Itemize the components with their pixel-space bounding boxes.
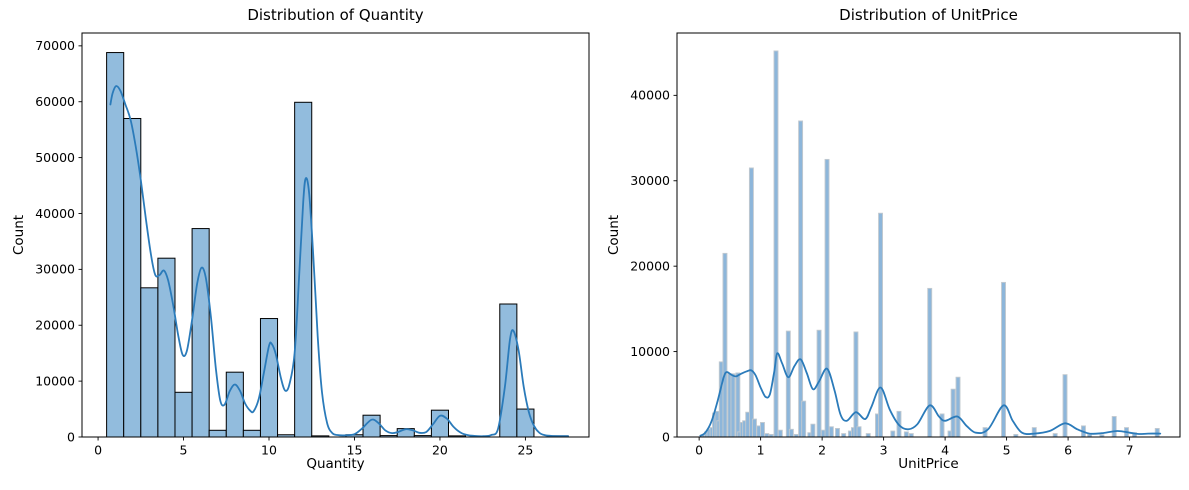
histogram-bar	[773, 50, 779, 438]
x-tick-label: 2	[818, 443, 826, 458]
histogram-bar	[242, 429, 261, 438]
quantity-x-axis-label: Quantity	[306, 456, 365, 472]
histogram-bar	[1062, 374, 1068, 438]
unitprice-chart-title: Distribution of UnitPrice	[839, 6, 1018, 24]
histogram-bar	[1001, 281, 1006, 438]
histogram-bar	[191, 228, 210, 438]
histogram-bar	[878, 212, 883, 438]
x-tick-label: 0	[695, 443, 703, 458]
x-tick-label: 7	[1126, 443, 1134, 458]
histogram-bar	[174, 391, 193, 438]
x-tick-label: 0	[94, 443, 102, 458]
histogram-bar	[730, 373, 736, 438]
histogram-bar	[890, 430, 896, 438]
histogram-bar	[499, 303, 518, 438]
histogram-bar	[1052, 433, 1058, 438]
histogram-bar	[788, 428, 794, 438]
x-tick-label: 1	[757, 443, 765, 458]
x-tick-label: 5	[1003, 443, 1011, 458]
y-tick-label: 60000	[35, 94, 75, 109]
histogram-bar	[824, 158, 830, 438]
y-tick-label: 70000	[35, 38, 75, 53]
x-axis: 0 5 10 15 20 25	[94, 437, 533, 458]
y-tick-label: 20000	[630, 258, 670, 273]
histogram-bar	[798, 120, 804, 438]
histogram-bar	[225, 371, 244, 438]
unitprice-chart: Distribution of UnitPrice Count UnitPric…	[595, 0, 1189, 490]
histogram-bar	[140, 287, 159, 438]
histogram-bar	[208, 429, 227, 438]
x-axis: 0 1 2 3 4 5 6 7	[695, 437, 1134, 458]
histogram-bar	[735, 372, 741, 438]
histogram-bar	[777, 429, 783, 438]
histogram-bar	[810, 423, 816, 438]
y-tick-label: 10000	[35, 373, 75, 388]
histogram-bar	[856, 426, 862, 438]
histogram-bar	[903, 431, 909, 438]
histogram-bars	[106, 52, 569, 438]
axes-frame	[676, 32, 1181, 438]
histogram-bar	[785, 330, 791, 438]
y-tick-label: 40000	[630, 88, 670, 103]
x-tick-label: 15	[347, 443, 363, 458]
y-tick-label: 50000	[35, 150, 75, 165]
histogram-bar	[828, 426, 834, 438]
quantity-chart: Distribution of Quantity Count Quantity …	[0, 0, 594, 490]
y-tick-label: 0	[67, 429, 75, 444]
histogram-bar	[106, 52, 125, 438]
x-tick-label: 10	[261, 443, 277, 458]
quantity-chart-title: Distribution of Quantity	[247, 6, 424, 24]
y-tick-label: 20000	[35, 318, 75, 333]
histogram-bar	[865, 433, 871, 438]
histogram-bars	[701, 50, 1160, 438]
quantity-y-axis-label: Count	[11, 214, 27, 256]
histogram-bar	[841, 433, 847, 438]
histogram-bar	[294, 101, 313, 438]
histogram-bar	[752, 418, 757, 438]
histogram-bar	[760, 422, 765, 438]
x-tick-label: 25	[517, 443, 533, 458]
histogram-bar	[955, 376, 961, 438]
y-axis: 0 10000 20000 30000 40000 50000 60000 70000	[35, 38, 82, 444]
histogram-bar	[853, 331, 859, 438]
histogram-bar	[157, 257, 176, 438]
histogram-bar	[1031, 427, 1037, 438]
histogram-bar	[516, 408, 535, 438]
y-axis: 0 10000 20000 30000 40000	[630, 88, 677, 444]
unitprice-plot-area: 0 1 2 3 4 5 6 7 0 10000 20000 30000 40000	[630, 32, 1181, 458]
x-tick-label: 4	[941, 443, 949, 458]
x-tick-label: 6	[1064, 443, 1072, 458]
y-tick-label: 30000	[35, 262, 75, 277]
histogram-bar	[908, 433, 914, 438]
x-tick-label: 3	[880, 443, 888, 458]
histogram-bar	[764, 433, 770, 438]
histogram-bar	[801, 400, 807, 438]
kde-curve	[109, 85, 569, 438]
y-tick-label: 0	[662, 429, 670, 444]
y-tick-label: 10000	[630, 344, 670, 359]
histogram-bar	[722, 252, 728, 438]
histogram-bar	[748, 167, 754, 438]
unitprice-x-axis-label: UnitPrice	[898, 456, 959, 472]
x-tick-label: 5	[180, 443, 188, 458]
histogram-bar	[835, 428, 840, 438]
unitprice-y-axis-label: Count	[606, 214, 622, 256]
x-tick-label: 20	[432, 443, 448, 458]
y-tick-label: 30000	[630, 173, 670, 188]
histogram-bar	[950, 388, 956, 438]
quantity-plot-area: 0 5 10 15 20 25 0 10000 20000 30000 40000 50000 6000…	[35, 32, 590, 458]
histogram-bar	[927, 287, 933, 438]
histogram-bar	[1111, 416, 1117, 438]
kde-curve	[699, 352, 1162, 437]
axes-frame	[81, 32, 590, 438]
y-tick-label: 40000	[35, 206, 75, 221]
